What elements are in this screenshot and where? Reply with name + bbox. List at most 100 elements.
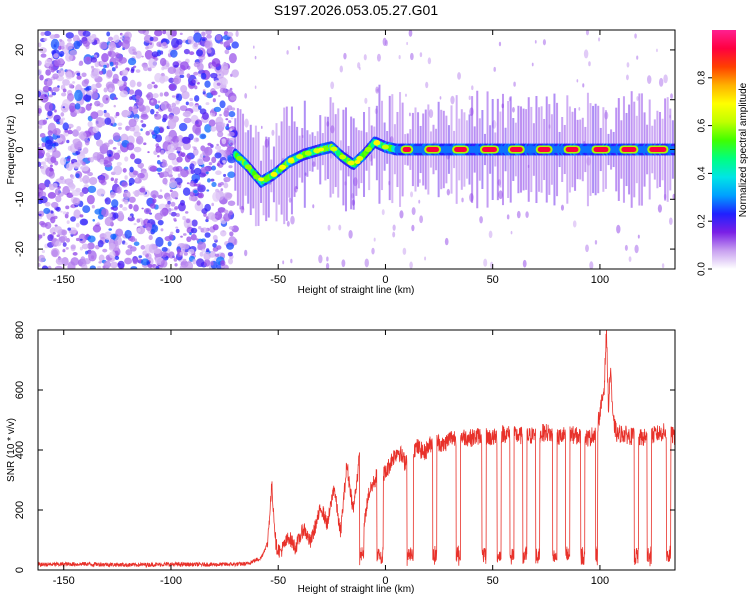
noise-speckle <box>113 34 120 43</box>
noise-speckle <box>59 38 63 42</box>
noise-speckle <box>167 107 172 112</box>
noise-speckle <box>230 142 233 146</box>
noise-speckle <box>190 169 195 175</box>
noise-speckle <box>108 228 112 231</box>
noise-speckle <box>427 57 432 65</box>
noise-speckle <box>178 202 186 212</box>
noise-speckle <box>180 168 189 178</box>
noise-speckle <box>162 159 166 163</box>
noise-speckle <box>107 39 111 42</box>
noise-speckle <box>221 260 225 264</box>
noise-speckle <box>227 32 234 37</box>
noise-speckle <box>87 242 95 250</box>
noise-speckle <box>223 182 229 189</box>
snr-panel: -150 -100 -50 0 50 100 0 200 400 600 800 Height o… <box>6 321 676 595</box>
noise-speckle <box>364 258 369 268</box>
noise-speckle <box>212 98 216 103</box>
noise-speckle <box>176 156 183 163</box>
noise-speckle <box>123 69 129 75</box>
noise-speckle <box>98 117 107 126</box>
noise-speckle <box>215 116 224 126</box>
noise-speckle <box>254 55 257 60</box>
noise-speckle <box>194 85 198 90</box>
spectrogram-y-tick-label: -20 <box>14 241 26 257</box>
noise-speckle <box>228 210 234 216</box>
noise-speckle <box>56 234 61 238</box>
noise-speckle <box>162 177 168 185</box>
noise-speckle <box>98 261 102 264</box>
noise-speckle <box>199 133 207 140</box>
noise-speckle <box>254 85 257 89</box>
noise-speckle <box>130 153 136 160</box>
noise-speckle <box>41 265 49 269</box>
noise-speckle <box>91 66 95 71</box>
noise-speckle <box>141 123 147 128</box>
noise-speckle <box>97 221 100 224</box>
noise-speckle <box>95 82 102 89</box>
noise-speckle <box>408 112 411 117</box>
noise-speckle <box>76 72 81 76</box>
noise-speckle <box>137 162 145 169</box>
noise-speckle <box>161 171 169 178</box>
noise-speckle <box>45 152 50 158</box>
noise-speckle <box>128 215 132 219</box>
noise-speckle <box>137 227 141 233</box>
noise-speckle <box>182 233 187 236</box>
noise-speckle <box>626 62 630 68</box>
snr-y-tick-label: 800 <box>14 321 26 339</box>
noise-speckle <box>188 101 194 107</box>
snr-y-tick-label: 400 <box>14 441 26 459</box>
noise-speckle <box>172 166 180 172</box>
noise-speckle <box>128 89 135 95</box>
noise-speckle <box>290 258 293 264</box>
noise-speckle <box>411 207 416 216</box>
noise-speckle <box>97 265 102 269</box>
noise-speckle <box>38 60 42 66</box>
noise-speckle <box>228 226 234 230</box>
noise-speckle <box>117 149 121 154</box>
noise-speckle <box>149 212 153 215</box>
noise-speckle <box>80 165 89 172</box>
noise-speckle <box>84 87 88 91</box>
noise-speckle <box>175 99 180 105</box>
noise-speckle <box>62 248 66 253</box>
noise-speckle <box>38 146 43 155</box>
noise-speckle <box>38 199 43 205</box>
noise-speckle <box>522 259 527 268</box>
noise-speckle <box>49 34 56 40</box>
noise-speckle <box>117 80 124 87</box>
noise-speckle <box>44 221 52 230</box>
noise-speckle <box>235 30 239 37</box>
noise-speckle <box>398 54 401 60</box>
snr-y-tick-label: 0 <box>14 567 26 573</box>
spectrogram-y-label: Frequency (Hz) <box>6 116 17 185</box>
noise-speckle <box>252 45 255 49</box>
noise-speckle <box>41 249 46 254</box>
noise-speckle <box>589 261 594 269</box>
noise-speckle <box>140 119 144 123</box>
noise-speckle <box>92 126 100 134</box>
noise-speckle <box>428 109 434 119</box>
noise-speckle <box>81 72 87 78</box>
noise-speckle <box>96 188 106 197</box>
noise-speckle <box>634 244 639 254</box>
noise-speckle <box>588 61 591 67</box>
noise-speckle <box>167 136 172 141</box>
noise-speckle <box>516 210 521 219</box>
noise-speckle <box>217 207 226 213</box>
noise-speckle <box>194 201 204 212</box>
noise-speckle <box>38 42 42 48</box>
noise-speckle <box>62 122 69 131</box>
noise-speckle <box>185 261 194 269</box>
noise-speckle <box>210 144 214 148</box>
noise-speckle <box>358 66 361 71</box>
noise-speckle <box>123 199 129 205</box>
noise-speckle <box>157 172 161 175</box>
noise-speckle <box>48 94 53 98</box>
noise-speckle <box>65 32 74 39</box>
noise-speckle <box>87 172 94 177</box>
noise-speckle <box>411 224 415 232</box>
noise-speckle <box>124 229 132 239</box>
noise-speckle <box>52 73 59 80</box>
snr-y-tick-label: 600 <box>14 381 26 399</box>
